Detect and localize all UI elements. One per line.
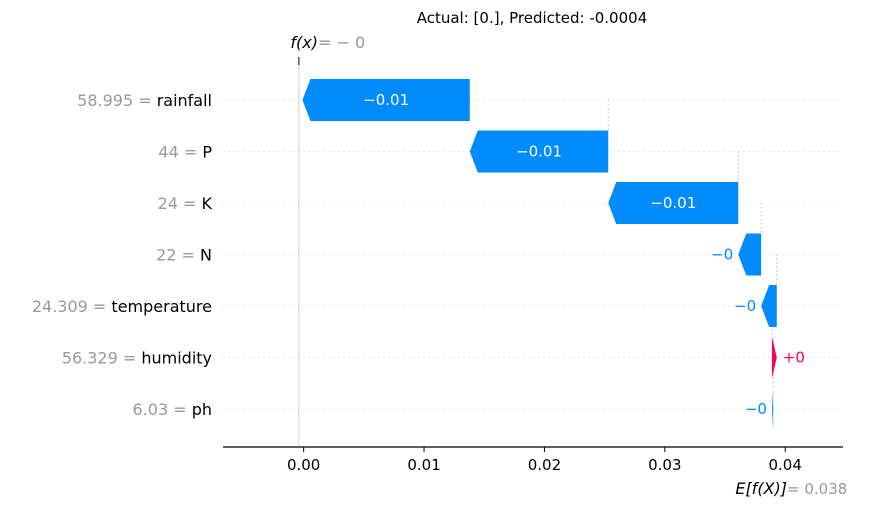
x-tick-label: 0.01	[407, 456, 440, 474]
bar-value-label: −0.01	[650, 194, 696, 212]
feature-bars	[302, 79, 777, 430]
x-tick-label: 0.00	[287, 456, 320, 474]
feature-value: 22 =	[156, 246, 200, 265]
feature-name: P	[202, 143, 212, 162]
expected-value-label: E[f(X)] = 0.038	[735, 479, 847, 498]
feature-name: humidity	[141, 349, 212, 368]
feature-value: 24 =	[158, 194, 202, 213]
feature-name: rainfall	[157, 91, 212, 110]
fx-label-value: = − 0	[318, 33, 365, 52]
feature-bar	[608, 182, 739, 224]
feature-name: ph	[192, 400, 212, 419]
feature-value: 58.995 =	[77, 91, 157, 110]
feature-name: temperature	[111, 297, 212, 316]
feature-bar	[771, 336, 777, 379]
feature-label: 24 = K	[158, 194, 213, 213]
x-axis-ticks: 0.00 0.01 0.02 0.03 0.04	[287, 447, 802, 474]
feature-label: 6.03 = ph	[133, 400, 213, 419]
x-tick-label: 0.02	[528, 456, 561, 474]
feature-label: 56.329 = humidity	[62, 349, 212, 368]
feature-label: 24.309 = temperature	[32, 297, 212, 316]
feature-bar	[738, 233, 762, 276]
x-tick-label: 0.03	[648, 456, 681, 474]
bar-labels: −0.01 −0.01 −0.01 −0 −0 +0 −0	[363, 91, 805, 418]
feature-label: 44 = P	[158, 143, 212, 162]
feature-bar	[302, 79, 470, 121]
bar-value-label: +0	[783, 349, 805, 367]
chart-title: Actual: [0.], Predicted: -0.0004	[417, 9, 648, 27]
bar-value-label: −0	[745, 400, 767, 418]
expected-label-main: E[f(X)]	[735, 479, 787, 498]
fx-label: f(x) = − 0	[290, 33, 365, 52]
feature-label: 58.995 = rainfall	[77, 91, 212, 110]
feature-bar	[771, 388, 774, 430]
feature-label: 22 = N	[156, 246, 212, 265]
feature-name: K	[202, 194, 213, 213]
expected-label-value: = 0.038	[787, 480, 847, 498]
feature-bar	[469, 130, 609, 173]
feature-value: 56.329 =	[62, 349, 142, 368]
fx-label-main: f(x)	[290, 33, 318, 52]
bar-value-label: −0	[711, 246, 733, 264]
feature-labels: 58.995 = rainfall 44 = P 24 = K 22 = N 24.30…	[32, 91, 213, 419]
bar-value-label: −0.01	[363, 91, 409, 109]
bar-value-label: −0	[734, 297, 756, 315]
feature-bar	[761, 285, 777, 327]
feature-value: 44 =	[158, 143, 202, 162]
feature-value: 24.309 =	[32, 297, 112, 316]
x-tick-label: 0.04	[769, 456, 802, 474]
feature-value: 6.03 =	[133, 400, 192, 419]
bar-value-label: −0.01	[516, 143, 562, 161]
feature-name: N	[200, 246, 212, 265]
